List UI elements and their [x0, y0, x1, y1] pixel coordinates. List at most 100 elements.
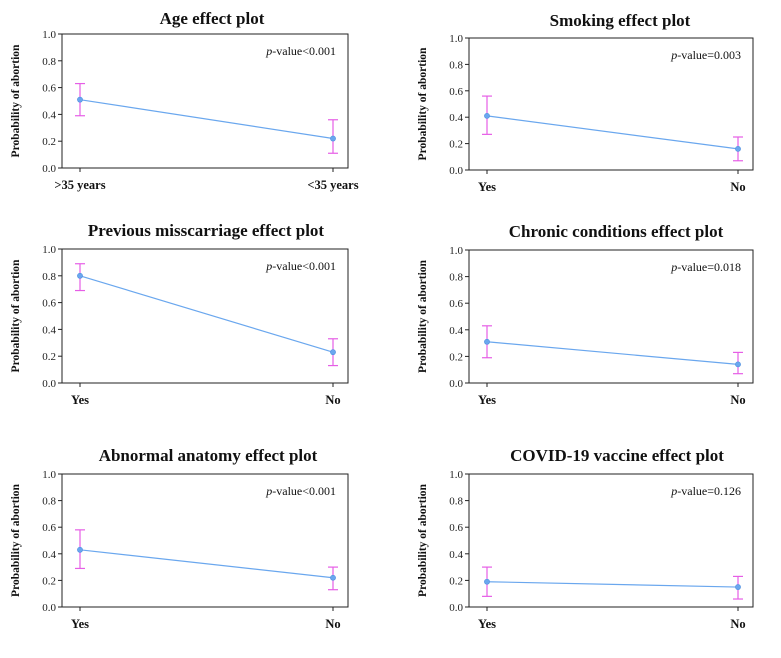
x-category-label: No [730, 393, 745, 407]
effect-line [79, 99, 334, 140]
y-axis-label: Probability of abortion [417, 47, 429, 160]
axes-frame [468, 37, 754, 171]
p-value-italic-p: p [670, 484, 677, 498]
effect-line [79, 549, 334, 579]
p-value-text: -value=0.003 [677, 48, 741, 62]
data-point [484, 578, 490, 585]
y-tick-label: 1.0 [42, 29, 56, 41]
p-value-italic-p: p [265, 484, 272, 498]
y-tick-label: 0.4 [449, 325, 463, 337]
y-tick-label: 0.2 [449, 139, 463, 151]
effect-plot-panel: Chronic conditions effect plot 0.0 0.2 0.4 0… [417, 222, 754, 407]
effect-plot-panel: Abnormal anatomy effect plot 0.0 0.2 0.4 0.6… [10, 446, 349, 631]
x-category-label: No [730, 180, 745, 194]
data-point [484, 338, 490, 345]
p-value-annotation: p-value<0.001 [265, 44, 336, 58]
y-tick-label: 0.0 [42, 602, 56, 614]
x-category-label: >35 years [54, 178, 105, 192]
effect-line [486, 115, 739, 150]
effect-line [486, 581, 739, 588]
y-tick-label: 1.0 [449, 245, 463, 257]
data-point [735, 584, 741, 590]
y-tick-label: 0.4 [449, 549, 463, 561]
p-value-text: -value=0.018 [677, 260, 741, 274]
effect-plot-panel: COVID-19 vaccine effect plot 0.0 0.2 0.4 0.6… [417, 446, 754, 631]
p-value-italic-p: p [670, 260, 677, 274]
axes-frame [468, 249, 754, 384]
y-tick-label: 0.0 [449, 602, 463, 614]
y-tick-label: 0.2 [42, 351, 56, 363]
y-tick-label: 0.8 [42, 56, 56, 68]
effect-plot-panel: Previous misscarriage effect plot 0.0 0.2 0… [10, 221, 349, 407]
p-value-text: -value=0.126 [677, 484, 741, 498]
p-value-text: -value<0.001 [272, 484, 336, 498]
chart-title: COVID-19 vaccine effect plot [510, 446, 724, 465]
y-tick-label: 0.8 [449, 59, 463, 71]
data-point [735, 361, 741, 368]
x-category-label: Yes [71, 393, 89, 407]
p-value-annotation: p-value=0.126 [670, 484, 741, 498]
p-value-italic-p: p [670, 48, 677, 62]
y-tick-label: 0.8 [42, 496, 56, 508]
y-axis-label: Probability of abortion [10, 483, 22, 596]
axes-frame [61, 248, 349, 384]
axes-frame [61, 33, 349, 169]
y-tick-label: 0.6 [449, 298, 463, 310]
y-axis-label: Probability of abortion [417, 259, 429, 372]
chart-title: Age effect plot [160, 9, 265, 28]
x-category-label: No [325, 393, 340, 407]
y-tick-label: 1.0 [42, 244, 56, 256]
p-value-text: -value<0.001 [272, 44, 336, 58]
x-category-label: Yes [478, 617, 496, 631]
y-tick-label: 0.6 [42, 298, 56, 310]
effect-line [79, 275, 334, 353]
p-value-text: -value<0.001 [272, 259, 336, 273]
y-tick-label: 1.0 [42, 469, 56, 481]
data-point [484, 112, 490, 119]
y-tick-label: 0.2 [42, 136, 56, 148]
p-value-annotation: p-value<0.001 [265, 259, 336, 273]
effect-plot-panel: Age effect plot 0.0 0.2 0.4 0.6 0.8 1.0 >35 yea… [10, 9, 359, 192]
effect-plot-panel: Smoking effect plot 0.0 0.2 0.4 0.6 0.8 1.0 Yes… [417, 11, 754, 194]
axes-frame [468, 473, 754, 608]
x-category-label: No [325, 617, 340, 631]
data-point [77, 272, 83, 279]
y-tick-label: 0.0 [449, 378, 463, 390]
y-axis-label: Probability of abortion [10, 259, 22, 372]
p-value-italic-p: p [265, 259, 272, 273]
y-axis-label: Probability of abortion [10, 44, 22, 157]
chart-title: Chronic conditions effect plot [509, 222, 724, 241]
y-tick-label: 0.6 [449, 86, 463, 98]
chart-title: Smoking effect plot [550, 11, 691, 30]
y-tick-label: 0.6 [449, 522, 463, 534]
effect-line [486, 341, 739, 365]
x-category-label: Yes [478, 393, 496, 407]
x-category-label: Yes [478, 180, 496, 194]
y-tick-label: 0.0 [42, 163, 56, 175]
y-tick-label: 0.6 [42, 83, 56, 95]
data-point [330, 349, 336, 356]
x-category-label: <35 years [307, 178, 358, 192]
y-tick-label: 0.2 [449, 575, 463, 587]
axes-frame [61, 473, 349, 608]
y-tick-label: 0.0 [449, 165, 463, 177]
chart-title: Previous misscarriage effect plot [88, 221, 325, 240]
y-tick-label: 0.6 [42, 522, 56, 534]
y-tick-label: 1.0 [449, 33, 463, 45]
p-value-annotation: p-value<0.001 [265, 484, 336, 498]
y-tick-label: 0.8 [449, 496, 463, 508]
y-tick-label: 0.4 [42, 324, 56, 336]
p-value-annotation: p-value=0.018 [670, 260, 741, 274]
y-tick-label: 0.8 [42, 271, 56, 283]
data-point [77, 546, 83, 553]
y-tick-label: 0.8 [449, 272, 463, 284]
data-point [330, 135, 336, 142]
x-category-label: No [730, 617, 745, 631]
data-point [77, 96, 83, 103]
y-axis-label: Probability of abortion [417, 483, 429, 596]
y-tick-label: 0.2 [449, 351, 463, 363]
p-value-annotation: p-value=0.003 [670, 48, 741, 62]
y-tick-label: 1.0 [449, 469, 463, 481]
